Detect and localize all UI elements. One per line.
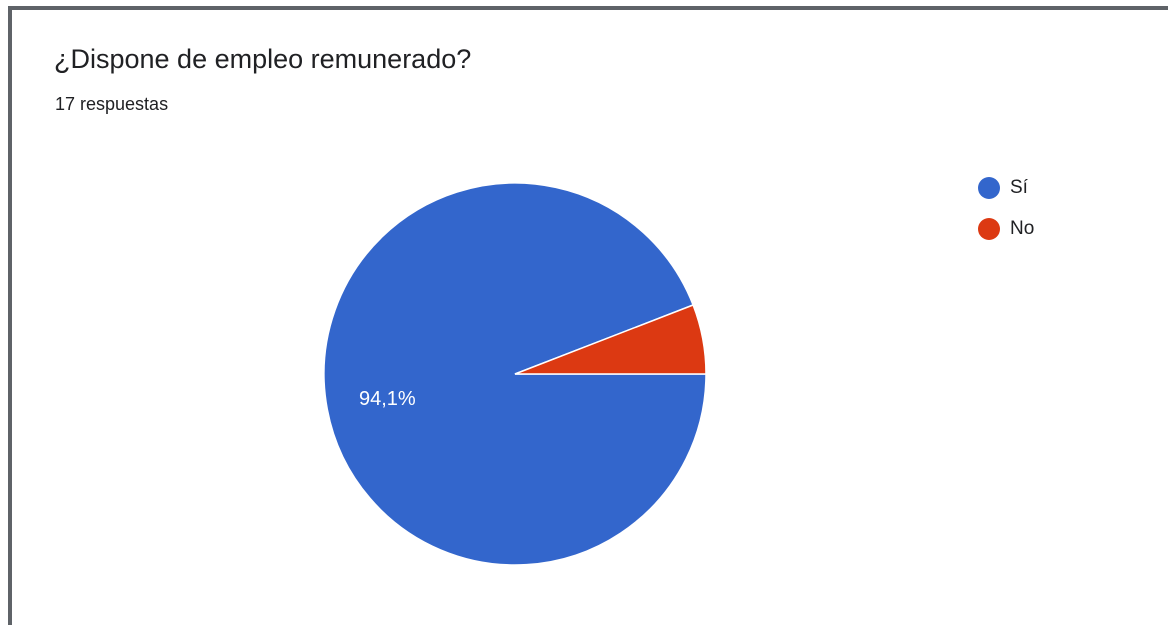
- pie-slice-no[interactable]: [514, 304, 707, 375]
- legend-swatch-no: [978, 218, 1000, 240]
- pie-slices: [323, 182, 707, 566]
- chart-title: ¿Dispone de empleo remunerado?: [54, 44, 472, 74]
- legend-item-no[interactable]: No: [978, 217, 1034, 241]
- pie-slice-labels: 94,1%: [359, 388, 416, 410]
- legend-item-si[interactable]: Sí: [978, 176, 1034, 200]
- chart-legend: Sí No: [978, 176, 1034, 258]
- legend-label-si: Sí: [1010, 177, 1028, 198]
- response-count: 17 respuestas: [55, 94, 169, 114]
- legend-swatch-si: [978, 177, 1000, 199]
- legend-label-no: No: [1010, 218, 1035, 239]
- pie-slice-label-si: 94,1%: [359, 388, 416, 410]
